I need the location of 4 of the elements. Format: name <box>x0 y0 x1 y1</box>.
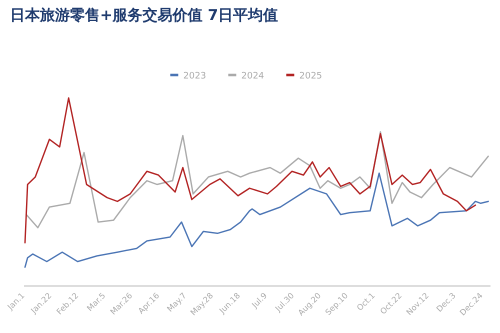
legend-label: 2025 <box>299 72 322 82</box>
chart-title: 日本旅游零售+服务交易价值 7日平均值 <box>10 6 278 24</box>
legend-label: 2023 <box>183 72 206 82</box>
legend-label: 2024 <box>241 72 264 82</box>
